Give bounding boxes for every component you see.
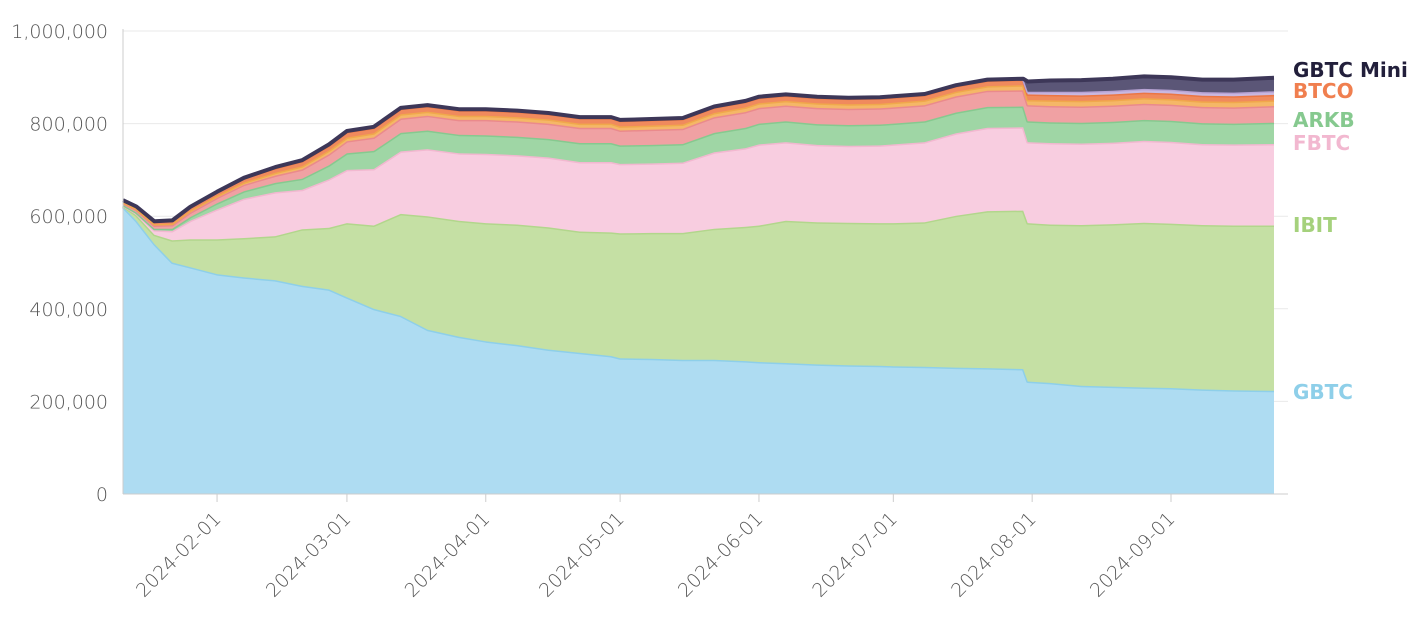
line-gbtc-mini (122, 74, 1275, 224)
line-arkb (122, 105, 1275, 231)
x-tick-label: 2024-05-01 (535, 508, 629, 602)
x-tick-label: 2024-07-01 (808, 508, 902, 602)
y-tick-label: 800,000 (29, 114, 108, 136)
area-btco (123, 90, 1274, 229)
y-tick-label: 1,000,000 (11, 21, 108, 43)
area-arkb (123, 106, 1274, 231)
x-tick-label: 2024-08-01 (947, 508, 1041, 602)
series-label-gbtc: GBTC (1293, 380, 1353, 404)
y-tick-label: 0 (96, 484, 108, 506)
x-tick-label: 2024-04-01 (401, 508, 495, 602)
area-fbtc (123, 127, 1274, 241)
y-tick-label: 400,000 (29, 299, 108, 321)
area-ibit (123, 206, 1274, 391)
area-layer (121, 74, 1275, 494)
series-label-fbtc: FBTC (1293, 131, 1350, 155)
y-tick-label: 600,000 (29, 206, 108, 228)
x-tick-label: 2024-03-01 (262, 508, 356, 602)
x-tick-label: 2024-09-01 (1086, 508, 1180, 602)
y-tick-label: 200,000 (29, 391, 108, 413)
x-tick-label: 2024-06-01 (674, 508, 768, 602)
series-label-ibit: IBIT (1293, 213, 1337, 237)
series-label-btco: BTCO (1293, 79, 1354, 103)
series-label-gbtc-mini: GBTC Mini (1293, 58, 1408, 82)
area-brrr (123, 78, 1274, 222)
series-label-arkb: ARKB (1293, 108, 1355, 132)
x-tick-label: 2024-02-01 (132, 508, 226, 602)
area-gbtc (123, 206, 1274, 494)
line-hodl (122, 83, 1275, 226)
